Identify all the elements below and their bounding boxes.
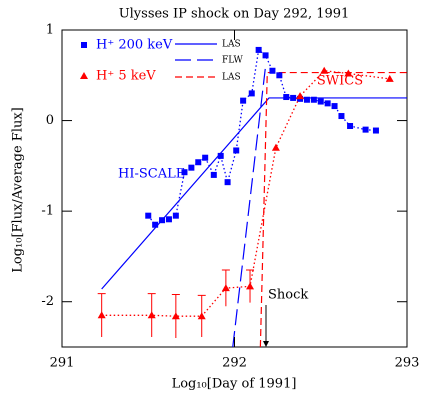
- chart-title: Ulysses IP shock on Day 292, 1991: [119, 7, 350, 22]
- data-point: [320, 66, 329, 74]
- y-axis-label: Log₁₀[Flux/Average Flux]: [11, 107, 26, 273]
- data-point: [269, 67, 276, 74]
- data-point: [172, 212, 179, 219]
- data-point: [165, 216, 172, 223]
- data-point: [276, 72, 283, 79]
- data-point: [195, 159, 202, 166]
- data-point: [221, 284, 230, 292]
- data-point: [347, 123, 354, 130]
- legend-label: LAS: [222, 40, 241, 50]
- data-point: [197, 312, 206, 320]
- annotation: Shock: [268, 288, 308, 303]
- x-tick-label: 291: [50, 356, 75, 371]
- data-point: [296, 92, 305, 100]
- plot: [97, 46, 407, 347]
- data-point: [344, 69, 353, 77]
- x-axis-label: Log₁₀[Day of 1991]: [172, 377, 297, 392]
- fit-line: [259, 71, 407, 347]
- data-point: [217, 152, 224, 159]
- data-point: [303, 96, 310, 103]
- dotted-line: [101, 70, 390, 317]
- data-point: [248, 90, 255, 97]
- data-point: [97, 311, 106, 319]
- data-point: [145, 212, 152, 219]
- data-point: [317, 98, 324, 105]
- data-point: [372, 127, 379, 134]
- data-point: [233, 147, 240, 154]
- data-point: [255, 46, 262, 53]
- legend-label: FLW: [222, 56, 243, 66]
- data-point: [147, 311, 156, 319]
- y-tick-label: -2: [41, 294, 54, 309]
- data-point: [171, 312, 180, 320]
- data-point: [290, 94, 297, 101]
- data-point: [240, 97, 247, 104]
- data-point: [246, 282, 255, 290]
- y-tick-label: 0: [46, 113, 54, 128]
- legend-label: H⁺ 5 keV: [96, 69, 156, 84]
- data-point: [262, 52, 269, 59]
- fit-line: [232, 66, 267, 347]
- data-point: [152, 221, 159, 228]
- shock-arrowhead: [263, 341, 269, 347]
- data-point: [310, 96, 317, 103]
- data-point: [283, 94, 290, 101]
- data-point: [362, 126, 369, 133]
- data-point: [181, 169, 188, 176]
- data-point: [271, 143, 280, 151]
- data-point: [210, 171, 217, 178]
- data-point: [324, 100, 331, 107]
- data-point: [224, 179, 231, 186]
- data-point: [188, 164, 195, 171]
- annotation: HI-SCALE: [118, 167, 185, 182]
- legend-label: LAS: [222, 73, 241, 83]
- fit-line: [101, 97, 407, 290]
- annotation: SWICS: [317, 74, 363, 89]
- legend-label: H⁺ 200 keV: [96, 38, 173, 53]
- data-point: [159, 217, 166, 224]
- legend-marker: [80, 72, 88, 79]
- data-point: [331, 103, 338, 110]
- y-tick-label: -1: [41, 204, 54, 219]
- data-point: [202, 154, 209, 161]
- data-point: [338, 113, 345, 120]
- y-tick-label: 1: [46, 23, 54, 38]
- x-tick-label: 292: [222, 356, 247, 371]
- data-point: [385, 74, 394, 82]
- x-tick-label: 293: [395, 356, 420, 371]
- legend-marker: [81, 42, 87, 48]
